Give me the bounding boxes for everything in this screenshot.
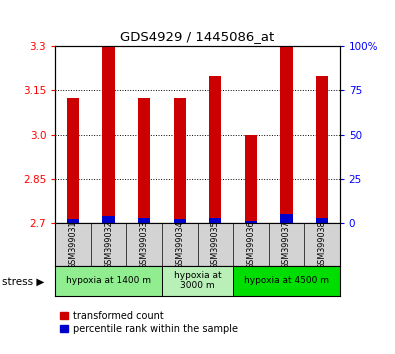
Bar <box>245 135 257 223</box>
Bar <box>102 216 115 223</box>
Text: stress ▶: stress ▶ <box>2 276 44 286</box>
Text: hypoxia at
3000 m: hypoxia at 3000 m <box>174 271 221 290</box>
Bar <box>138 218 150 223</box>
Text: GSM399033: GSM399033 <box>140 220 149 269</box>
Bar <box>316 75 328 223</box>
Bar <box>67 98 79 223</box>
Text: GSM399034: GSM399034 <box>175 220 184 269</box>
Title: GDS4929 / 1445086_at: GDS4929 / 1445086_at <box>120 30 275 44</box>
Bar <box>245 221 257 223</box>
Bar <box>316 218 328 223</box>
Bar <box>280 214 293 223</box>
Bar <box>102 46 115 223</box>
Text: hypoxia at 4500 m: hypoxia at 4500 m <box>244 276 329 285</box>
Bar <box>209 75 222 223</box>
Bar <box>162 266 233 296</box>
Bar <box>55 266 162 296</box>
Text: GSM399032: GSM399032 <box>104 220 113 269</box>
Text: GSM399035: GSM399035 <box>211 220 220 269</box>
Legend: transformed count, percentile rank within the sample: transformed count, percentile rank withi… <box>60 311 238 334</box>
Bar <box>209 218 222 223</box>
Bar <box>173 219 186 223</box>
Text: hypoxia at 1400 m: hypoxia at 1400 m <box>66 276 151 285</box>
Bar <box>67 219 79 223</box>
Bar <box>138 98 150 223</box>
Text: GSM399036: GSM399036 <box>246 220 255 269</box>
Bar <box>173 98 186 223</box>
Text: GSM399037: GSM399037 <box>282 220 291 269</box>
Text: GSM399031: GSM399031 <box>69 220 77 269</box>
Text: GSM399038: GSM399038 <box>318 220 326 269</box>
Bar <box>233 266 340 296</box>
Bar <box>280 46 293 223</box>
